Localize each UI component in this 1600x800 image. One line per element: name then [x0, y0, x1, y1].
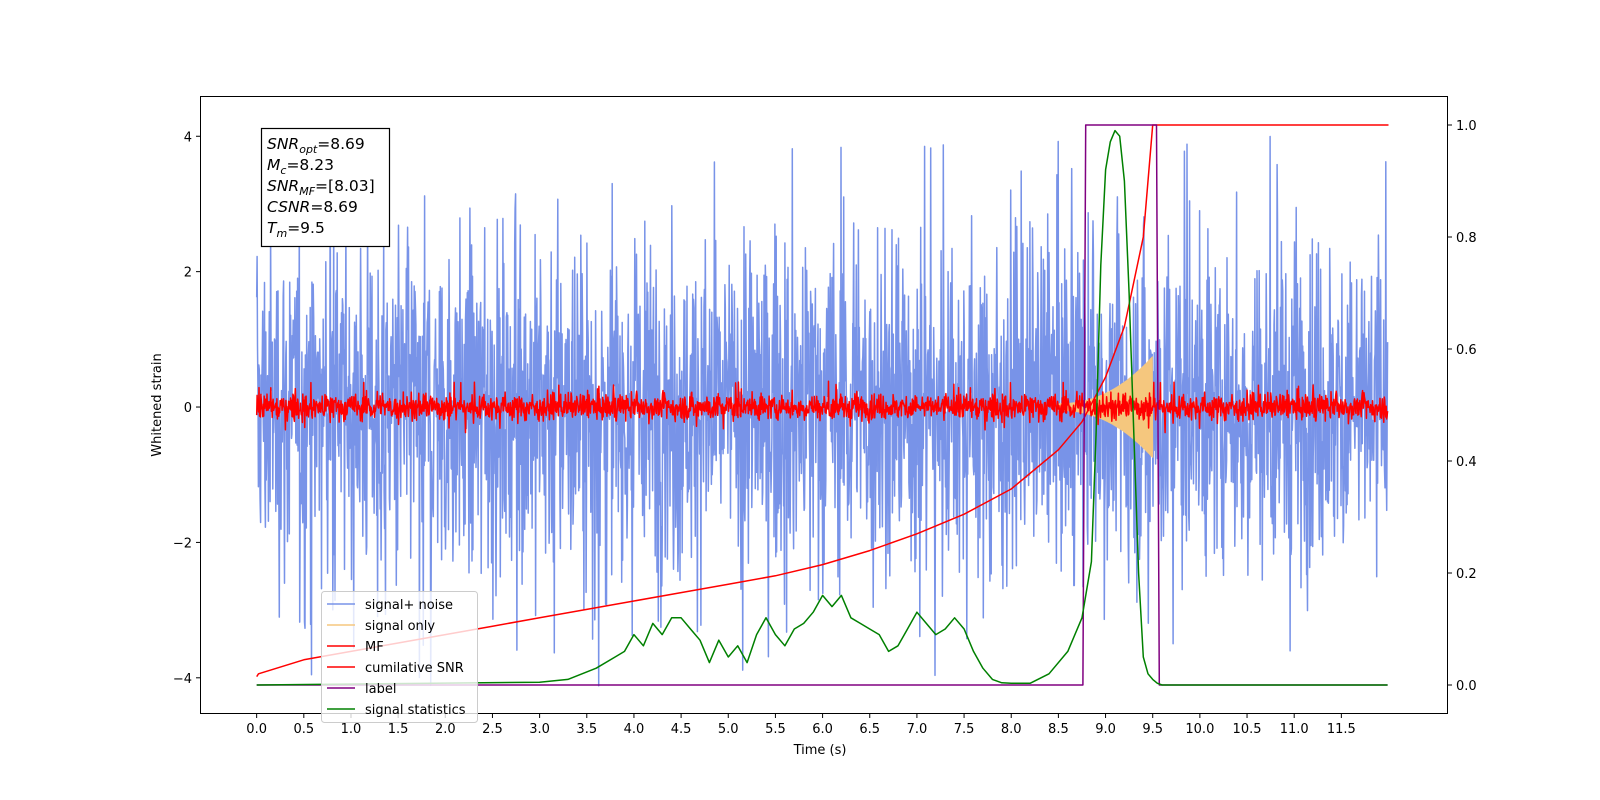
- x-tick-label: 8.5: [1048, 722, 1069, 737]
- axes-frame: [200, 96, 1448, 714]
- legend-item-signal-statistics: signal statistics: [327, 703, 466, 718]
- legend-item-label: label: [327, 682, 396, 697]
- x-tick-label: 3.5: [576, 722, 597, 737]
- x-tick-label: 0.0: [246, 722, 267, 737]
- x-tick-label: 11.5: [1327, 722, 1356, 737]
- x-tick-label: 2.5: [482, 722, 503, 737]
- y-axis-label: Whitened strain: [150, 353, 165, 456]
- series-signal-statistics: [256, 129, 1388, 686]
- x-axis: 0.0 0.5 1.0 1.5 2.0 2.5 3.0 3.5 4.0 4.5 5.0 5.5 6.0 6…: [246, 713, 1356, 737]
- legend-label: signal only: [365, 619, 435, 634]
- x-tick-label: 10.5: [1233, 722, 1262, 737]
- x-tick-label: 1.0: [341, 722, 362, 737]
- legend-label: signal statistics: [365, 703, 466, 718]
- y-tick-label: −2: [173, 536, 192, 551]
- legend-label: label: [365, 682, 396, 697]
- legend: signal+ noise signal only MF cumilative SNR…: [321, 591, 478, 723]
- x-tick-label: 7.0: [907, 722, 928, 737]
- annotation-line: CSNR=8.69: [267, 198, 358, 216]
- y2-tick-label: 0.8: [1456, 231, 1477, 246]
- x-tick-label: 0.5: [293, 722, 314, 737]
- x-tick-label: 6.5: [859, 722, 880, 737]
- annotation-line: Mc=8.23: [267, 156, 334, 177]
- legend-label: cumilative SNR: [365, 661, 464, 676]
- x-tick-label: 7.5: [954, 722, 975, 737]
- y-axis-right: 1.0 0.8 0.6 0.4 0.2 0.0: [1447, 119, 1477, 694]
- x-tick-label: 2.0: [435, 722, 456, 737]
- y2-tick-label: 1.0: [1456, 119, 1477, 134]
- x-tick-label: 10.0: [1185, 722, 1214, 737]
- x-tick-label: 9.0: [1095, 722, 1116, 737]
- y2-tick-label: 0.6: [1456, 343, 1477, 358]
- x-tick-label: 4.0: [624, 722, 645, 737]
- y2-tick-label: 0.0: [1456, 679, 1477, 694]
- legend-label: signal+ noise: [365, 598, 453, 613]
- y-tick-label: 2: [184, 266, 192, 281]
- annotation-line: SNRopt=8.69: [267, 135, 365, 156]
- annotation-line: SNRMF=[8.03]: [267, 177, 375, 198]
- x-tick-label: 6.0: [812, 722, 833, 737]
- legend-item-cumilative-snr: cumilative SNR: [327, 661, 464, 676]
- y2-tick-label: 0.2: [1456, 567, 1477, 582]
- legend-item-signal-only: signal only: [327, 619, 435, 634]
- x-tick-label: 11.0: [1280, 722, 1309, 737]
- legend-item-mf: MF: [327, 640, 384, 655]
- x-axis-label: Time (s): [793, 743, 847, 758]
- y-tick-label: 0: [184, 401, 192, 416]
- y-tick-label: −4: [173, 672, 192, 687]
- y2-tick-label: 0.4: [1456, 455, 1477, 470]
- y-tick-label: 4: [184, 130, 192, 145]
- series-label: [256, 124, 1388, 686]
- x-tick-label: 1.5: [388, 722, 409, 737]
- x-tick-label: 5.5: [765, 722, 786, 737]
- x-tick-label: 3.0: [529, 722, 550, 737]
- x-tick-label: 5.0: [718, 722, 739, 737]
- legend-item-signal-noise: signal+ noise: [327, 598, 453, 613]
- series-mf: [255, 380, 1389, 434]
- y-axis-left: 4 2 0 −2 −4: [173, 130, 201, 687]
- x-tick-label: 9.5: [1142, 722, 1163, 737]
- x-tick-label: 4.5: [671, 722, 692, 737]
- x-tick-label: 8.0: [1001, 722, 1022, 737]
- series-signal-noise: [255, 129, 1389, 687]
- annotation-line: Tm=9.5: [267, 219, 325, 240]
- legend-label: MF: [365, 640, 384, 655]
